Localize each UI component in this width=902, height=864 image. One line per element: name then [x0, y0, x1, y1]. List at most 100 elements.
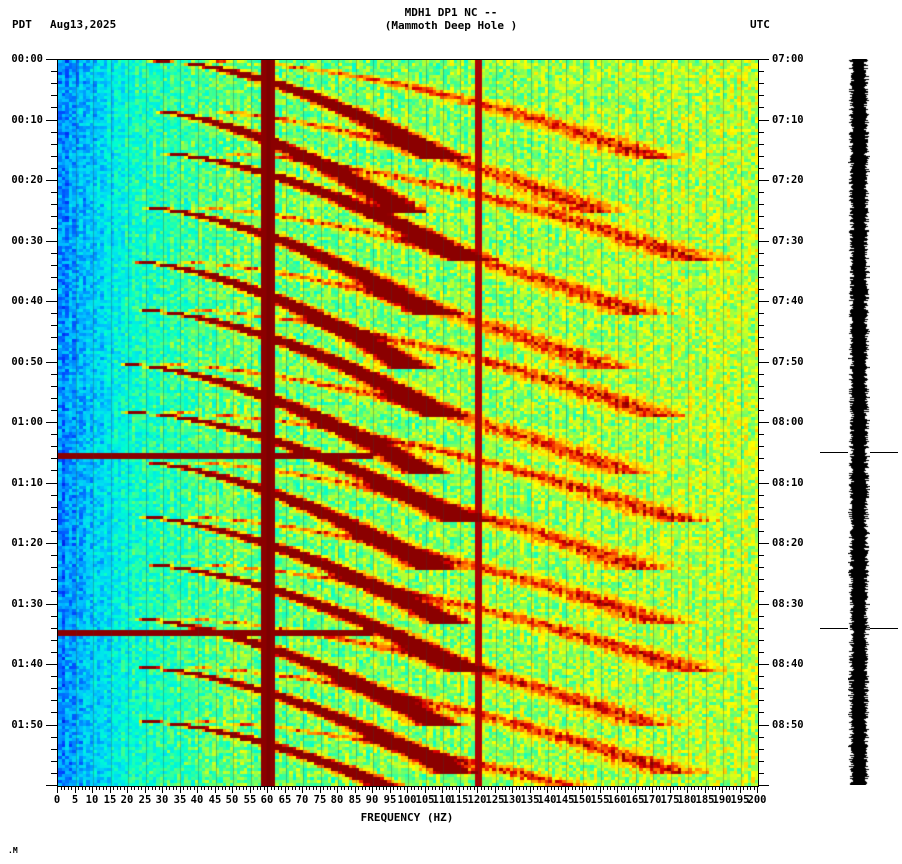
x-tick — [512, 786, 513, 793]
y-tick-label-right: 08:20 — [772, 537, 804, 549]
y-tick-label-left: 00:40 — [11, 295, 43, 307]
x-tick-label: 90 — [365, 794, 379, 806]
y-tick-right — [758, 241, 769, 242]
x-tick-label: 100 — [397, 794, 417, 806]
x-tick — [390, 786, 391, 793]
y-tick-left — [46, 59, 57, 60]
x-tick — [92, 786, 93, 793]
x-tick-label: 95 — [383, 794, 397, 806]
y-tick-left — [46, 120, 57, 121]
x-tick — [250, 786, 251, 793]
spectrogram-plot — [57, 59, 759, 787]
y-tick-right — [758, 120, 769, 121]
y-tick-label-left: 01:00 — [11, 416, 43, 428]
y-tick-label-right: 08:50 — [772, 719, 804, 731]
x-tick — [635, 786, 636, 793]
x-tick — [652, 786, 653, 793]
x-tick — [565, 786, 566, 793]
helicorder-canvas — [848, 59, 870, 785]
x-tick — [687, 786, 688, 793]
x-tick — [110, 786, 111, 793]
x-tick-label: 180 — [677, 794, 697, 806]
x-tick — [407, 786, 408, 793]
x-tick-label: 60 — [260, 794, 274, 806]
y-tick-right — [758, 543, 769, 544]
x-tick-label: 195 — [730, 794, 750, 806]
x-tick-label: 165 — [625, 794, 645, 806]
y-tick-left — [46, 180, 57, 181]
y-tick-label-left: 01:40 — [11, 658, 43, 670]
x-tick-label: 200 — [747, 794, 767, 806]
x-tick — [705, 786, 706, 793]
spectrogram-heatmap — [58, 60, 758, 786]
x-axis-title: FREQUENCY (HZ) — [360, 811, 454, 824]
x-tick — [600, 786, 601, 793]
x-tick-label: 105 — [415, 794, 435, 806]
x-tick-label: 170 — [642, 794, 662, 806]
y-tick-right — [758, 362, 769, 363]
y-tick-right — [758, 483, 769, 484]
x-tick — [425, 786, 426, 793]
y-tick-right — [758, 301, 769, 302]
x-tick-label: 15 — [103, 794, 117, 806]
x-tick — [197, 786, 198, 793]
x-tick — [530, 786, 531, 793]
x-tick — [547, 786, 548, 793]
y-tick-label-left: 01:20 — [11, 537, 43, 549]
x-tick — [57, 786, 58, 793]
y-tick-label-left: 00:20 — [11, 174, 43, 186]
x-tick — [582, 786, 583, 793]
x-tick-label: 115 — [449, 794, 469, 806]
x-tick-label: 10 — [85, 794, 99, 806]
x-tick-label: 190 — [712, 794, 732, 806]
x-tick — [477, 786, 478, 793]
y-tick-left — [46, 725, 57, 726]
x-tick-label: 135 — [520, 794, 540, 806]
x-tick — [302, 786, 303, 793]
y-tick-label-right: 07:40 — [772, 295, 804, 307]
x-tick — [285, 786, 286, 793]
y-tick-label-right: 08:30 — [772, 598, 804, 610]
x-tick-label: 70 — [295, 794, 309, 806]
x-tick — [267, 786, 268, 793]
x-tick-label: 110 — [432, 794, 452, 806]
y-tick-left — [46, 362, 57, 363]
x-tick — [757, 786, 758, 793]
x-tick — [442, 786, 443, 793]
y-tick-right — [758, 664, 769, 665]
y-tick-label-right: 08:40 — [772, 658, 804, 670]
x-tick-label: 5 — [71, 794, 79, 806]
x-tick-label: 150 — [572, 794, 592, 806]
x-tick-label: 145 — [555, 794, 575, 806]
x-tick-label: 35 — [173, 794, 187, 806]
y-tick-right — [758, 180, 769, 181]
x-tick-label: 25 — [138, 794, 152, 806]
x-tick — [740, 786, 741, 793]
x-tick — [355, 786, 356, 793]
x-tick-label: 40 — [190, 794, 204, 806]
y-tick-label-right: 08:00 — [772, 416, 804, 428]
y-tick-label-right: 07:30 — [772, 235, 804, 247]
x-tick-label: 85 — [348, 794, 362, 806]
timezone-left-label: PDT — [12, 18, 32, 31]
x-tick-label: 80 — [330, 794, 344, 806]
timezone-right-label: UTC — [750, 18, 770, 31]
x-tick-label: 75 — [313, 794, 327, 806]
x-tick — [670, 786, 671, 793]
x-tick — [320, 786, 321, 793]
x-tick — [617, 786, 618, 793]
y-tick-left — [46, 301, 57, 302]
y-tick-label-left: 00:50 — [11, 356, 43, 368]
x-tick — [145, 786, 146, 793]
y-tick-label-left: 01:30 — [11, 598, 43, 610]
y-tick-label-right: 07:20 — [772, 174, 804, 186]
y-tick-label-left: 01:50 — [11, 719, 43, 731]
x-tick-label: 155 — [590, 794, 610, 806]
y-tick-label-left: 00:00 — [11, 53, 43, 65]
x-tick-label: 175 — [660, 794, 680, 806]
y-tick-label-right: 07:50 — [772, 356, 804, 368]
x-tick-label: 120 — [467, 794, 487, 806]
station-name-title: (Mammoth Deep Hole ) — [384, 19, 518, 32]
x-tick — [722, 786, 723, 793]
y-tick-left — [46, 604, 57, 605]
